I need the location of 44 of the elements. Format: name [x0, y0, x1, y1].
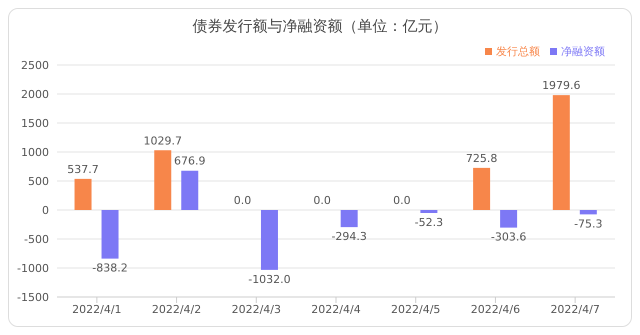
x-tick-label: 2022/4/7	[550, 302, 600, 316]
data-label: 537.7	[67, 162, 99, 176]
bar	[420, 210, 438, 214]
x-tick-label: 2022/4/6	[470, 302, 520, 316]
x-tick-label: 2022/4/5	[391, 302, 440, 316]
bar	[552, 95, 570, 210]
x-tick-label: 2022/4/4	[311, 302, 361, 316]
x-tick-label: 2022/4/2	[152, 302, 202, 316]
data-label: -75.3	[574, 217, 603, 230]
data-label: 0.0	[234, 194, 252, 207]
y-tick-label: 500	[28, 174, 49, 188]
y-tick-label: 0	[42, 204, 49, 217]
data-label: -1032.0	[248, 272, 291, 286]
data-label: -838.2	[92, 262, 128, 275]
bar	[260, 210, 278, 270]
legend-label: 净融资额	[561, 45, 605, 58]
data-label: 0.0	[393, 194, 411, 207]
bar	[154, 150, 172, 210]
data-label: 1979.6	[542, 79, 581, 92]
legend-label: 发行总额	[496, 45, 540, 58]
bar	[74, 178, 92, 210]
bar	[102, 210, 119, 259]
x-tick-label: 2022/4/3	[232, 302, 281, 316]
y-tick-label: -1000	[17, 262, 49, 275]
data-label: -294.3	[331, 230, 367, 244]
y-tick-label: 2500	[21, 58, 49, 72]
data-label: 676.9	[174, 154, 206, 168]
y-tick-label: 1000	[21, 146, 49, 159]
data-label: -52.3	[414, 216, 444, 230]
chart-title: 债券发行额与净融资额（单位：亿元）	[192, 17, 448, 36]
y-tick-label: 1500	[21, 116, 49, 130]
bar	[580, 210, 597, 214]
bar	[340, 210, 358, 228]
bar	[181, 170, 198, 210]
data-label: 725.8	[466, 152, 498, 165]
x-tick-label: 2022/4/1	[72, 302, 122, 316]
y-tick-label: 2000	[21, 88, 49, 101]
y-tick-label: -1500	[17, 290, 49, 304]
bar	[473, 168, 490, 210]
data-label: -303.6	[490, 230, 526, 244]
data-label: 0.0	[313, 194, 331, 207]
data-label: 1029.7	[144, 134, 182, 148]
bar	[500, 210, 518, 228]
y-tick-label: -500	[24, 232, 49, 246]
